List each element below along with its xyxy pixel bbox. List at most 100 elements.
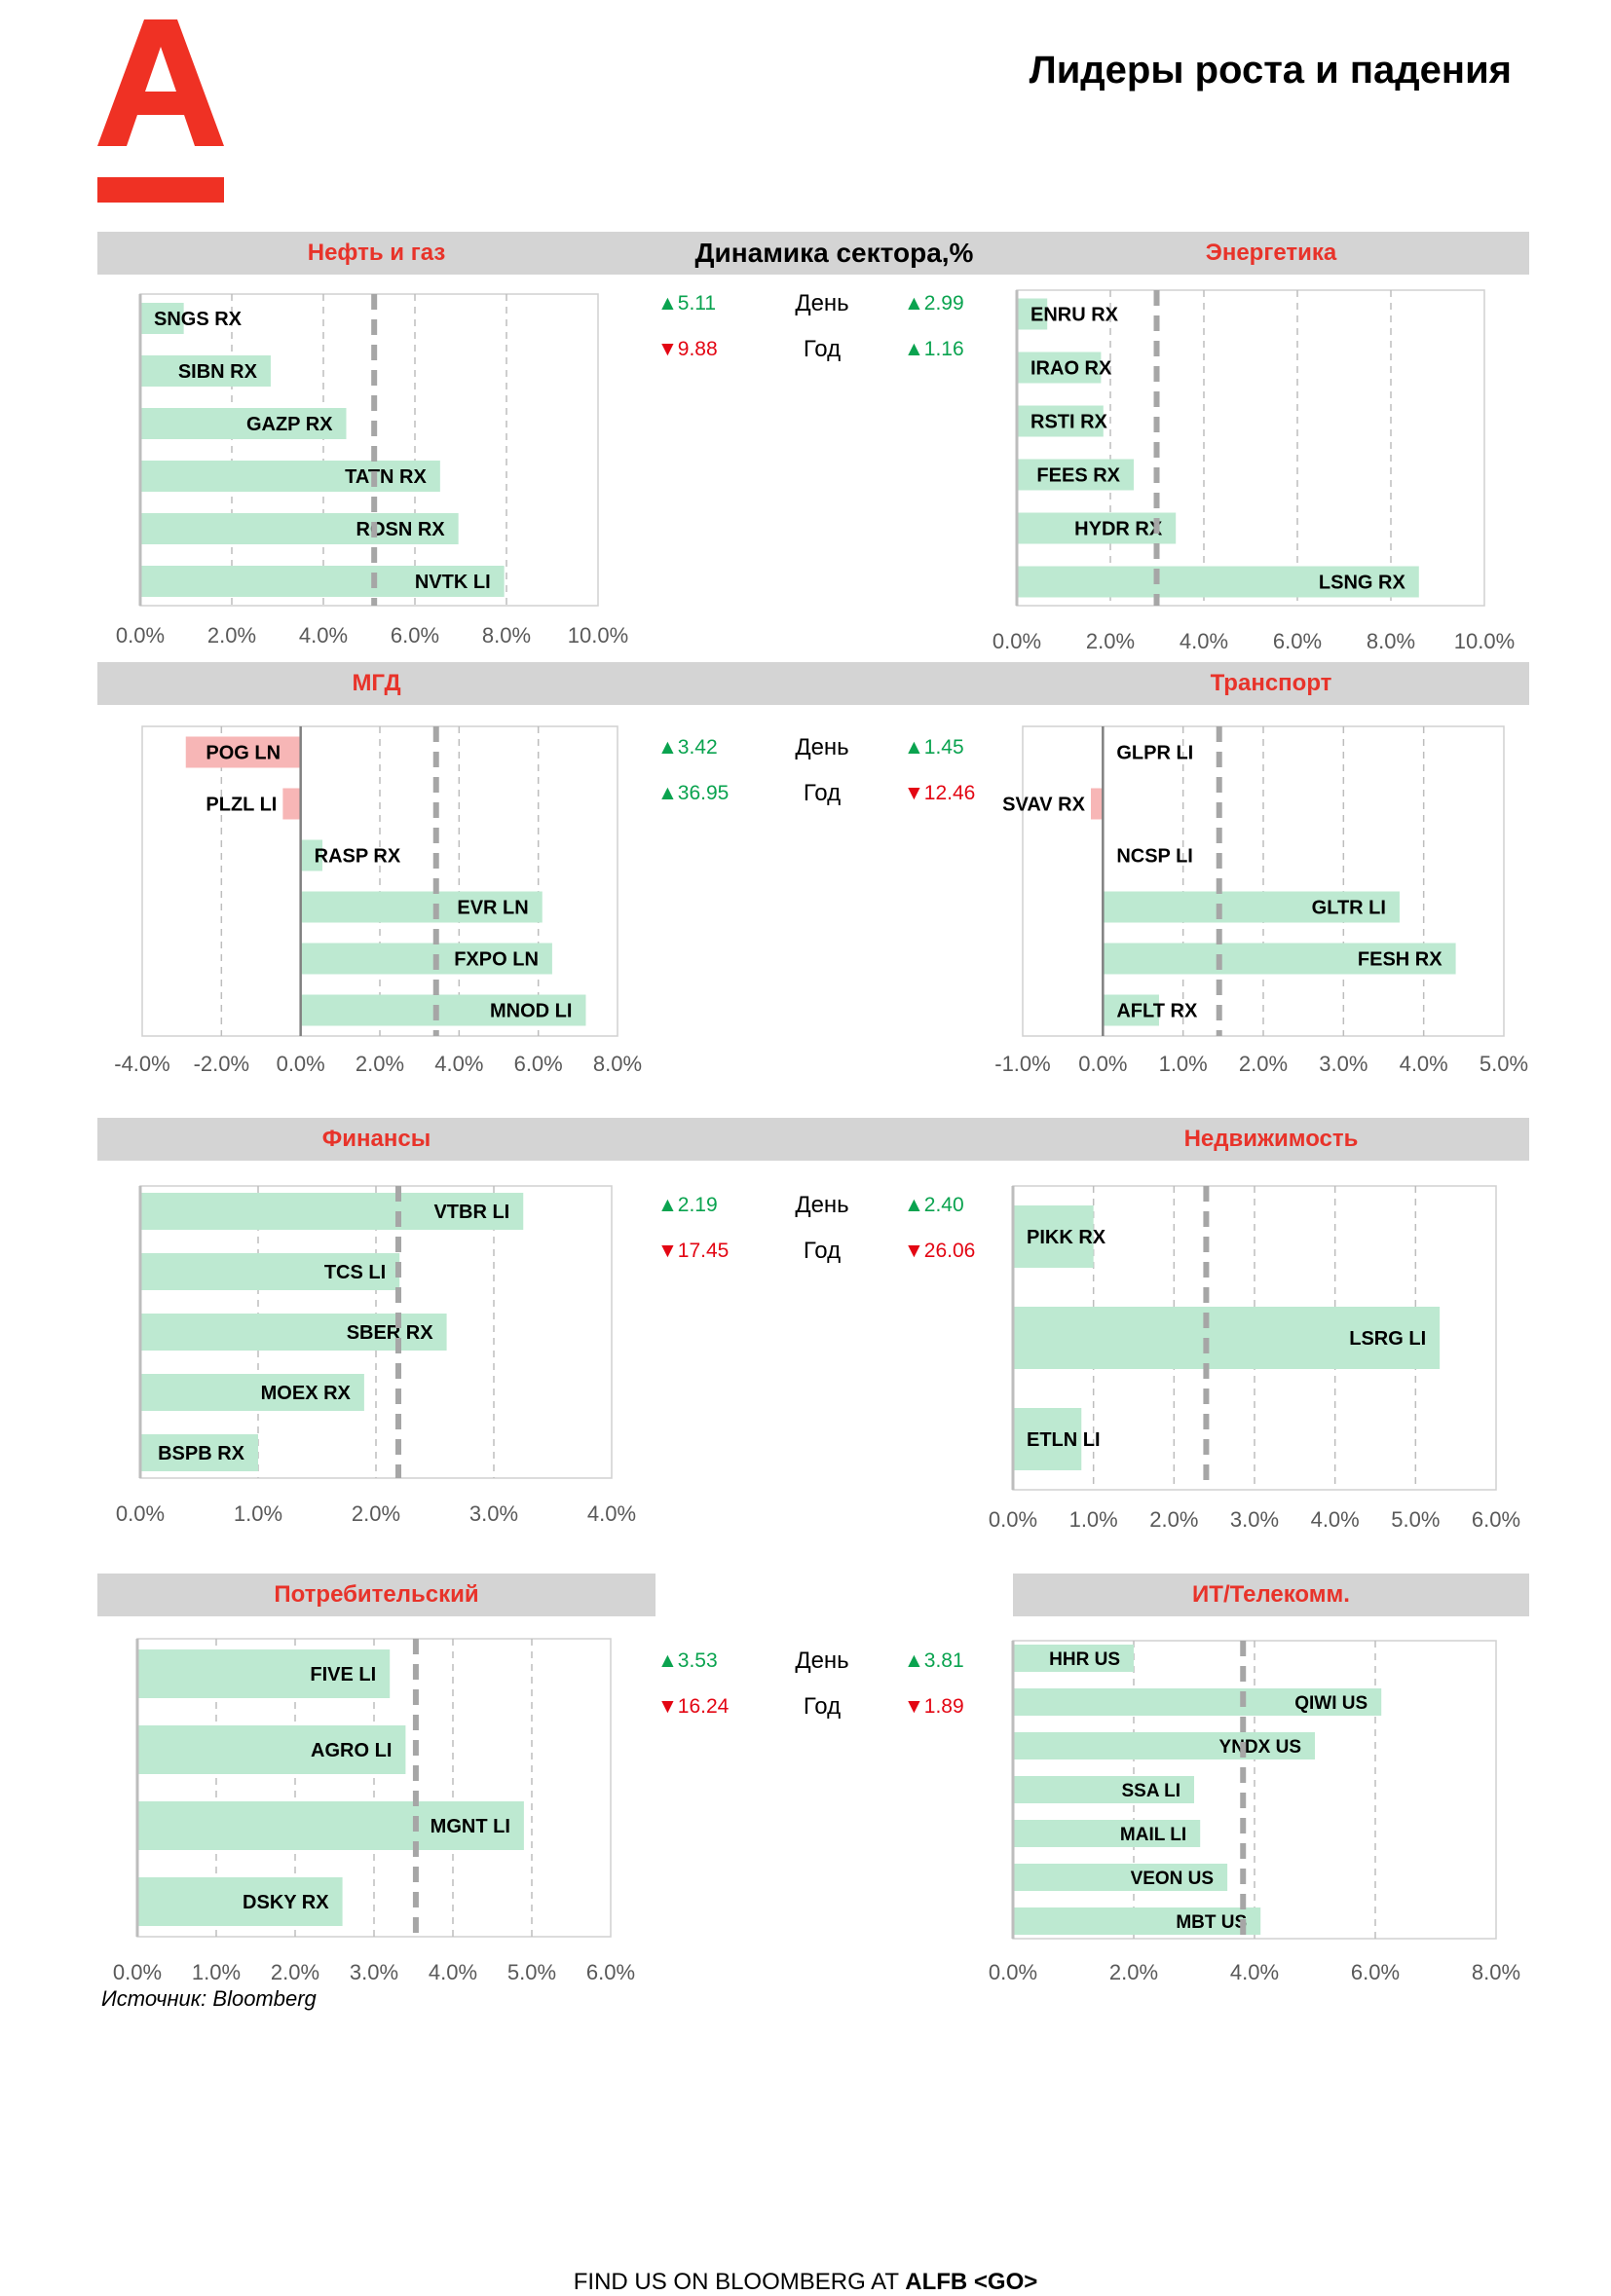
tick-label: 4.0% (1400, 1052, 1448, 1076)
page-title: Лидеры роста и падения (1029, 49, 1512, 92)
tick-label: 3.0% (1319, 1052, 1367, 1076)
bar-label: ETLN LI (1027, 1429, 1101, 1451)
tick-label: 0.0% (116, 1501, 165, 1526)
bar-label: SNGS RX (154, 309, 243, 330)
left-sector-day-change: ▲5.11 (657, 292, 717, 315)
tick-label: 2.0% (271, 1960, 319, 1984)
tick-label: 10.0% (568, 623, 628, 648)
source-note: Источник: Bloomberg (101, 1986, 317, 2011)
tick-label: -2.0% (194, 1052, 249, 1076)
dynamics-title: Динамика сектора,% (694, 238, 974, 268)
bar-label: NVTK LI (415, 572, 491, 593)
bar (1103, 891, 1400, 923)
period-label: Год (803, 780, 842, 806)
bar-label: VTBR LI (433, 1202, 509, 1223)
bar (140, 1253, 400, 1290)
sector-title: Энергетика (1205, 240, 1337, 266)
bar (1017, 298, 1048, 330)
bar-label: EVR LN (457, 898, 528, 919)
tick-label: 2.0% (352, 1501, 400, 1526)
tick-label: 2.0% (1109, 1960, 1158, 1984)
tick-label: -4.0% (114, 1052, 169, 1076)
sector-title: Недвижимость (1183, 1126, 1359, 1152)
tick-label: 0.0% (116, 623, 165, 648)
bar-label: HHR US (1049, 1649, 1120, 1670)
bar-label: NCSP LI (1116, 846, 1193, 868)
tick-label: 8.0% (1472, 1960, 1520, 1984)
sector-band: МГД Транспорт (97, 662, 1529, 705)
bar (140, 1374, 364, 1411)
bar (1017, 352, 1102, 384)
bar-label: HYDR RX (1074, 519, 1163, 540)
bar-label: BSPB RX (158, 1443, 245, 1464)
bar (1013, 1307, 1441, 1369)
sector-band: Финансы Недвижимость (97, 1118, 1529, 1161)
bar (1013, 1688, 1382, 1716)
tick-label: 0.0% (277, 1052, 325, 1076)
sector-band: ИТ/Телекомм. (1013, 1574, 1529, 1616)
bar (300, 839, 323, 871)
right-sector-day-change: ▲2.40 (904, 1194, 964, 1216)
bar (140, 566, 505, 597)
alfa-bank-logo (97, 19, 224, 203)
bar-label: RASP RX (315, 846, 401, 868)
bar (1090, 788, 1104, 820)
tick-label: 2.0% (356, 1052, 404, 1076)
bar (1013, 1864, 1228, 1891)
tick-label: 6.0% (514, 1052, 563, 1076)
bar (137, 1801, 524, 1850)
sector-title: МГД (352, 670, 401, 696)
period-label: День (795, 1192, 849, 1218)
bar-label: TCS LI (324, 1262, 386, 1283)
bar (140, 355, 271, 387)
bar (1013, 1408, 1082, 1470)
left-sector-year-change: ▼17.45 (657, 1240, 730, 1262)
tick-label: 4.0% (1311, 1507, 1360, 1532)
bar (140, 513, 459, 544)
tick-label: 1.0% (1159, 1052, 1208, 1076)
bar (300, 943, 552, 975)
bar-label: GLPR LI (1116, 743, 1193, 764)
tick-label: 6.0% (1273, 629, 1322, 653)
left-sector-day-change: ▲3.42 (657, 736, 718, 759)
bar-label: MBT US (1176, 1912, 1247, 1933)
bar-label: VEON US (1131, 1869, 1215, 1889)
tick-label: 4.0% (434, 1052, 483, 1076)
bar-label: IRAO RX (1030, 358, 1112, 380)
bar-label: AGRO LI (311, 1740, 392, 1761)
bar-label: RSTI RX (1030, 412, 1108, 433)
bar-label: FXPO LN (454, 949, 539, 971)
tick-label: 5.0% (1480, 1052, 1528, 1076)
bar (140, 408, 347, 439)
bar-label: AFLT RX (1116, 1001, 1198, 1022)
tick-label: 0.0% (989, 1507, 1037, 1532)
sector-title: Финансы (321, 1126, 431, 1152)
period-label: День (795, 734, 849, 760)
dynamics-band: Динамика сектора,% (656, 232, 1013, 275)
left-sector-year-change: ▼9.88 (657, 338, 718, 360)
tick-label: 0.0% (1078, 1052, 1127, 1076)
bar-label: TATN RX (345, 466, 427, 488)
bar-label: FEES RX (1036, 465, 1120, 487)
bar-label: LSNG RX (1319, 573, 1406, 594)
tick-label: -1.0% (994, 1052, 1050, 1076)
tick-label: 6.0% (586, 1960, 635, 1984)
bar (1017, 566, 1419, 598)
tick-label: 10.0% (1454, 629, 1515, 653)
sector-band: Энергетика (1013, 232, 1529, 275)
bar-label: FESH RX (1358, 949, 1442, 971)
bar (1013, 1820, 1201, 1847)
tick-label: 4.0% (1230, 1960, 1279, 1984)
right-sector-year-change: ▼26.06 (904, 1240, 976, 1262)
sector-title: ИТ/Телекомм. (1192, 1581, 1350, 1608)
tick-label: 3.0% (1230, 1507, 1279, 1532)
tick-label: 1.0% (1069, 1507, 1118, 1532)
tick-label: 1.0% (234, 1501, 282, 1526)
left-sector-year-change: ▲36.95 (657, 782, 730, 804)
bar (1017, 405, 1104, 437)
bar-label: LSRG LI (1349, 1328, 1426, 1350)
